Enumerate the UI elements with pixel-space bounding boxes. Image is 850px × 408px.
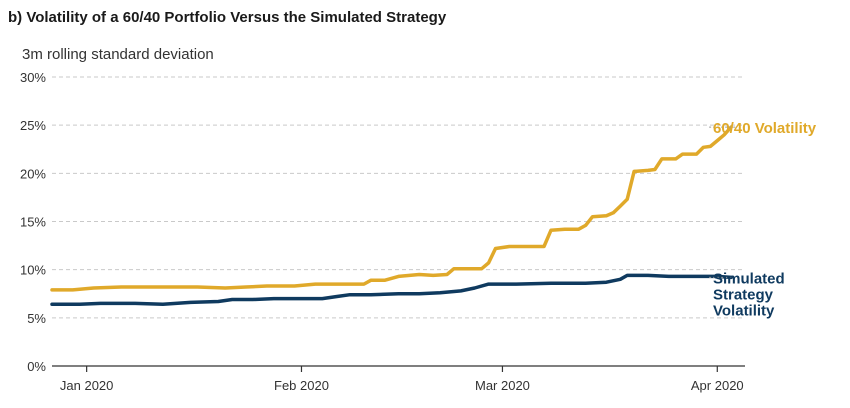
y-tick-label: 10% [20,263,46,278]
x-axis-ticks: Jan 2020 Feb 2020 Mar 2020 Apr 2020 [60,366,744,393]
y-axis-label: 3m rolling standard deviation [22,46,214,63]
series-label: Simulated [713,270,785,287]
y-axis-ticks: 0% 5% 10% 15% 20% 25% 30% [20,70,46,374]
y-tick-label: 25% [20,118,46,133]
y-tick-label: 15% [20,215,46,230]
x-tick-label: Mar 2020 [475,378,530,393]
series-label: Volatility [713,302,775,319]
y-tick-label: 20% [20,166,46,181]
series-lines [50,125,733,307]
y-tick-label: 0% [27,359,46,374]
series-label: 60/40 Volatility [713,120,817,137]
y-tick-label: 5% [27,311,46,326]
series-line [50,125,733,292]
x-tick-label: Feb 2020 [274,378,329,393]
chart-title: b) Volatility of a 60/40 Portfolio Versu… [8,9,447,26]
x-tick-label: Jan 2020 [60,378,114,393]
y-tick-label: 30% [20,70,46,85]
x-tick-label: Apr 2020 [691,378,744,393]
gridlines [52,76,745,319]
series-label: Strategy [713,286,774,303]
series-line [50,273,733,307]
series-labels: 60/40 Volatility SimulatedStrategyVolatil… [708,120,817,319]
